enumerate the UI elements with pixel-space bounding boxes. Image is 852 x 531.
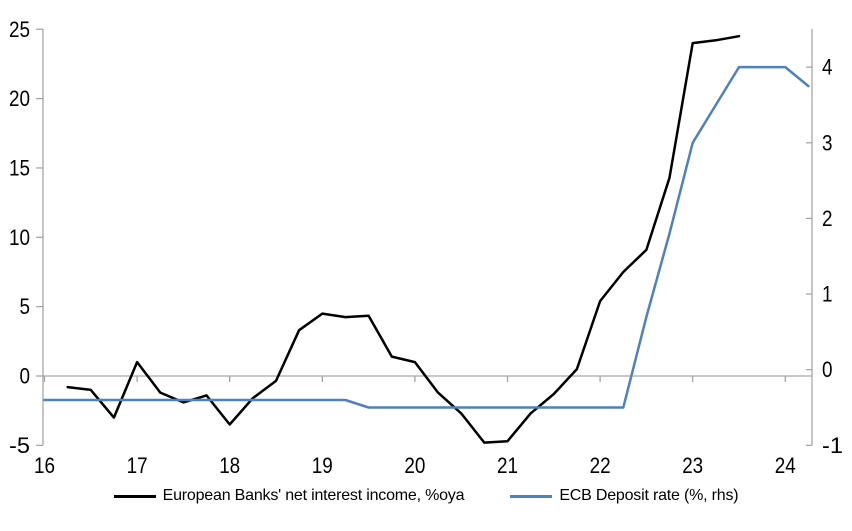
axis-tick-label: 19 xyxy=(312,453,333,478)
axis-tick-label: 23 xyxy=(682,453,703,478)
right-axis: -1 0 1 2 3 4 xyxy=(806,29,843,458)
axis-tick-label: 20 xyxy=(9,86,30,111)
blue-line-sample xyxy=(510,494,553,498)
x-axis-labels: 16 17 18 19 20 21 22 23 24 xyxy=(34,453,796,478)
ecb-rate-series-line xyxy=(43,65,810,409)
axis-tick-label: -5 xyxy=(9,433,30,458)
axis-tick-label: 21 xyxy=(497,453,518,478)
zero-line-axis xyxy=(43,375,812,382)
axis-tick-label: 18 xyxy=(219,453,240,478)
axis-tick-label: 2 xyxy=(822,206,833,231)
axis-tick-label: 25 xyxy=(9,17,30,42)
axis-tick-label: 15 xyxy=(9,155,30,180)
axis-tick-label: 20 xyxy=(404,453,425,478)
legend-item-ecb: ECB Deposit rate (%, rhs) xyxy=(510,487,739,505)
axis-tick-label: 0 xyxy=(20,364,31,389)
axis-tick-label: 4 xyxy=(822,55,833,80)
axis-tick-label: 5 xyxy=(20,294,31,319)
axis-tick-label: 10 xyxy=(9,225,30,250)
axis-tick-label: -1 xyxy=(822,433,843,458)
legend-label-nii: European Banks' net interest income, %oy… xyxy=(162,487,465,504)
axis-tick-label: 0 xyxy=(822,357,833,382)
axis-tick-label: 22 xyxy=(590,453,611,478)
axis-tick-label: 16 xyxy=(34,453,55,478)
axis-tick-label: 24 xyxy=(775,453,796,478)
axis-tick-label: 1 xyxy=(822,282,833,307)
chart-legend: European Banks' net interest income, %oy… xyxy=(0,487,852,505)
nii-series-line xyxy=(66,34,741,444)
left-axis: -5 0 5 10 15 20 25 xyxy=(9,17,44,458)
black-line-sample xyxy=(113,494,156,498)
legend-label-ecb: ECB Deposit rate (%, rhs) xyxy=(559,487,739,504)
legend-item-nii: European Banks' net interest income, %oy… xyxy=(113,487,465,505)
axis-tick-label: 17 xyxy=(127,453,148,478)
axis-tick-label: 3 xyxy=(822,130,833,155)
